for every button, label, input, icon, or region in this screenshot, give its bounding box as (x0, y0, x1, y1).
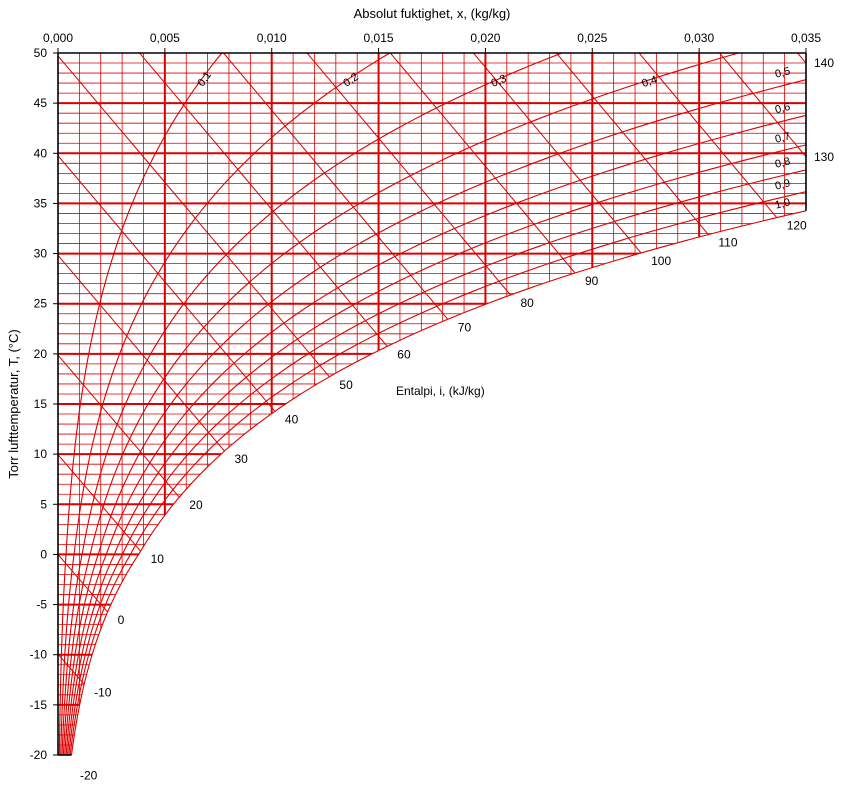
rh-curve (70, 210, 806, 755)
enthalpy-axis-title: Entalpi, i, (kJ/kg) (396, 384, 485, 398)
x-tick-label: 0,000 (43, 31, 73, 45)
enthalpy-label: 110 (718, 236, 737, 250)
enthalpy-lines (58, 53, 806, 755)
x-axis-title: Absolut fuktighet, x, (kg/kg) (354, 6, 511, 21)
x-tick-label: 0,035 (791, 31, 821, 45)
enthalpy-label: 100 (651, 254, 671, 268)
y-tick-label: 35 (34, 196, 48, 210)
y-tick-label: 10 (34, 447, 48, 461)
enthalpy-label: 90 (585, 274, 599, 288)
enthalpy-label: 30 (235, 452, 249, 466)
enthalpy-line (472, 53, 642, 254)
enthalpy-line (222, 53, 449, 320)
rh-curve (64, 79, 806, 755)
enthalpy-label: 20 (189, 498, 203, 512)
enthalpy-line (306, 53, 511, 296)
y-tick-label: -15 (30, 698, 48, 712)
y-tick-label: 0 (40, 547, 47, 561)
x-tick-label: 0,030 (684, 31, 714, 45)
x-tick-label: 0,010 (257, 31, 287, 45)
y-tick-label: -5 (36, 598, 47, 612)
x-tick-label: 0,005 (150, 31, 180, 45)
enthalpy-label: 120 (787, 219, 807, 233)
rh-label: 0,2 (341, 71, 360, 90)
rh-label: 0,6 (774, 101, 792, 116)
enthalpy-label: 60 (397, 347, 411, 361)
enthalpy-label: 130 (814, 150, 834, 164)
y-tick-label: 50 (34, 46, 48, 60)
rh-curve (68, 169, 806, 755)
enthalpy-line (58, 753, 60, 755)
enthalpy-line-labels: -20 -10 0 10 20 30 40 50 60 70 80 90 100 110 120 130 140 (80, 56, 834, 782)
enthalpy-label: 80 (521, 296, 535, 310)
rh-curve (65, 114, 806, 755)
enthalpy-label: 140 (814, 56, 834, 70)
rh-curve-labels: 0,1 0,2 0,3 0,4 0,5 0,6 0,7 0,8 0,9 1,0 (195, 65, 791, 211)
x-tick-labels: 0,000 0,005 0,010 0,015 0,020 0,025 0,030 0,035 (43, 31, 821, 53)
y-tick-label: 20 (34, 347, 48, 361)
y-axis-title: Torr lufttemperatur, T, (°C) (6, 329, 21, 478)
rh-label: 0,3 (490, 73, 509, 90)
rh-curve (62, 53, 739, 755)
rh-label: 0,4 (641, 74, 659, 90)
enthalpy-label: 0 (118, 613, 125, 627)
enthalpy-label: 40 (285, 412, 299, 426)
enthalpy-label: 10 (151, 552, 165, 566)
rh-curve (69, 191, 806, 755)
y-tick-label: 15 (34, 397, 48, 411)
x-tick-label: 0,020 (470, 31, 500, 45)
rh-label: 0,9 (774, 177, 792, 192)
y-tick-label: -20 (30, 748, 48, 762)
y-tick-label: 40 (34, 146, 48, 160)
enthalpy-line (58, 155, 276, 412)
enthalpy-line (58, 255, 225, 452)
y-tick-label: 45 (34, 96, 48, 110)
enthalpy-label: -20 (80, 769, 98, 783)
enthalpy-line (638, 53, 778, 218)
x-tick-label: 0,015 (364, 31, 394, 45)
rh-label: 0,8 (774, 155, 792, 170)
enthalpy-line (389, 53, 576, 274)
y-tick-label: 30 (34, 247, 48, 261)
y-tick-label: 5 (40, 497, 47, 511)
relative-humidity-curves (58, 53, 806, 755)
enthalpy-line (58, 354, 180, 498)
enthalpy-line (138, 53, 388, 347)
enthalpy-label: 50 (339, 378, 353, 392)
x-tick-label: 0,025 (577, 31, 607, 45)
rh-label: 0,1 (195, 69, 214, 88)
rh-curve (60, 53, 391, 755)
rh-curve (61, 53, 563, 755)
y-tick-label: 25 (34, 297, 48, 311)
rh-label: 0,7 (774, 130, 792, 145)
enthalpy-line (555, 53, 709, 235)
enthalpy-label: 70 (458, 320, 472, 334)
rh-label: 0,5 (774, 65, 792, 80)
enthalpy-label: -10 (94, 685, 112, 699)
rh-curve (58, 53, 223, 755)
y-tick-label: -10 (30, 648, 48, 662)
rh-curve (66, 144, 806, 755)
rh-label: 1,0 (774, 196, 792, 211)
enthalpy-line (58, 454, 141, 552)
